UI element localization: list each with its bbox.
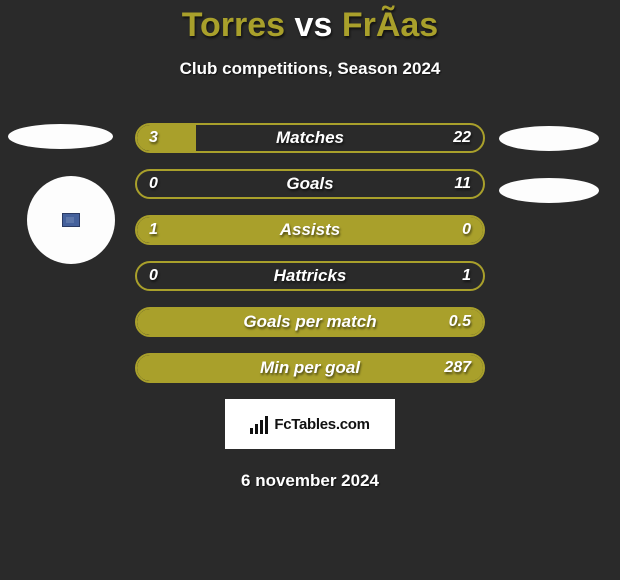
comparison-bars: 3Matches220Goals111Assists00Hattricks1Go… bbox=[135, 123, 485, 383]
subtitle: Club competitions, Season 2024 bbox=[0, 59, 620, 79]
stat-label: Goals per match bbox=[137, 309, 483, 335]
stat-bar: Goals per match0.5 bbox=[135, 307, 485, 337]
stat-value-right: 0 bbox=[462, 217, 471, 243]
avatar-placeholder bbox=[27, 176, 115, 264]
stat-bar: 3Matches22 bbox=[135, 123, 485, 153]
player-a-name: Torres bbox=[182, 6, 285, 44]
stat-value-right: 11 bbox=[454, 171, 471, 197]
page-title: Torres vs FrÃ­as bbox=[0, 0, 620, 45]
stat-value-right: 287 bbox=[444, 355, 471, 381]
stat-value-right: 0.5 bbox=[449, 309, 471, 335]
stat-bar: Min per goal287 bbox=[135, 353, 485, 383]
stat-value-right: 1 bbox=[462, 263, 471, 289]
logo-text: FcTables.com bbox=[274, 416, 369, 433]
stat-value-right: 22 bbox=[453, 125, 471, 151]
avatar-icon bbox=[62, 213, 80, 227]
decor-ellipse bbox=[8, 124, 113, 149]
date-label: 6 november 2024 bbox=[0, 471, 620, 491]
decor-ellipse bbox=[499, 126, 599, 151]
logo: FcTables.com bbox=[225, 399, 395, 449]
stat-bar: 0Goals11 bbox=[135, 169, 485, 199]
stat-label: Matches bbox=[137, 125, 483, 151]
stat-label: Assists bbox=[137, 217, 483, 243]
stat-bar: 1Assists0 bbox=[135, 215, 485, 245]
player-b-name: FrÃ­as bbox=[342, 6, 438, 44]
stat-label: Goals bbox=[137, 171, 483, 197]
logo-bars-icon bbox=[250, 414, 268, 434]
stat-bar: 0Hattricks1 bbox=[135, 261, 485, 291]
stat-label: Min per goal bbox=[137, 355, 483, 381]
decor-ellipse bbox=[499, 178, 599, 203]
vs-separator: vs bbox=[295, 6, 333, 44]
stat-label: Hattricks bbox=[137, 263, 483, 289]
